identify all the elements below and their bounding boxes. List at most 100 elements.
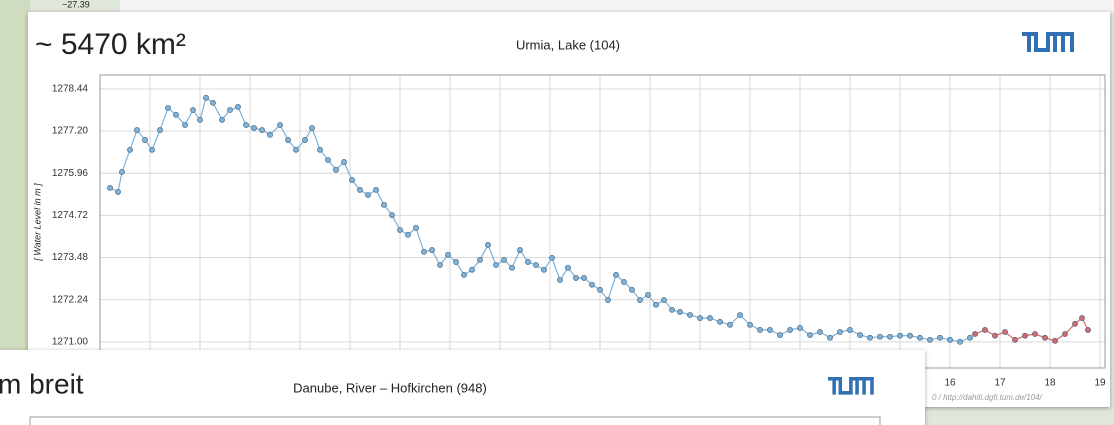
- data-point: [677, 309, 682, 314]
- data-point: [737, 312, 742, 317]
- data-point: [134, 127, 139, 132]
- y-tick-label: 1278.44: [52, 84, 89, 95]
- data-point: [317, 147, 322, 152]
- chart-title: Danube, River – Hofkirchen (948): [293, 380, 487, 395]
- data-point: [581, 275, 586, 280]
- data-point: [877, 334, 882, 339]
- data-point: [947, 337, 952, 342]
- data-point: [309, 125, 314, 130]
- data-point: [219, 117, 224, 122]
- data-point: [397, 227, 402, 232]
- data-point: [541, 267, 546, 272]
- data-point: [182, 122, 187, 127]
- data-point: [621, 279, 626, 284]
- data-point: [957, 339, 962, 344]
- data-point: [1052, 338, 1057, 343]
- data-point: [190, 107, 195, 112]
- data-point: [1022, 333, 1027, 338]
- data-point: [717, 319, 722, 324]
- data-point: [302, 137, 307, 142]
- y-tick-label: 1272.24: [52, 294, 89, 305]
- data-point: [747, 322, 752, 327]
- data-point: [907, 333, 912, 338]
- data-point: [637, 297, 642, 302]
- data-point: [777, 332, 782, 337]
- data-point: [485, 242, 490, 247]
- source: 0 / http://dahiti.dgfi.tum.de/104/: [932, 393, 1043, 402]
- y-tick-label: 1274.72: [52, 210, 89, 221]
- data-point: [727, 322, 732, 327]
- data-point: [293, 147, 298, 152]
- data-point: [613, 272, 618, 277]
- annotation: m breit: [0, 368, 84, 399]
- data-point: [210, 100, 215, 105]
- data-point: [157, 127, 162, 132]
- data-point: [887, 334, 892, 339]
- data-point: [149, 147, 154, 152]
- data-point: [557, 277, 562, 282]
- data-point: [477, 257, 482, 262]
- data-point: [421, 249, 426, 254]
- main-panel: ~ 5470 km² Urmia, Lake (104) [ Water Lev…: [28, 12, 1110, 407]
- data-point: [437, 262, 442, 267]
- data-point: [589, 282, 594, 287]
- data-point: [453, 259, 458, 264]
- data-point: [897, 333, 902, 338]
- data-point: [645, 292, 650, 297]
- data-point: [357, 187, 362, 192]
- x-tick-label: 19: [1094, 378, 1106, 389]
- data-point: [493, 262, 498, 267]
- data-point: [1012, 337, 1017, 342]
- data-point: [115, 189, 120, 194]
- data-point: [549, 255, 554, 260]
- chart-title: Urmia, Lake (104): [516, 37, 620, 52]
- background-tick: −27.39: [62, 0, 90, 9]
- data-point: [1042, 335, 1047, 340]
- data-point: [509, 265, 514, 270]
- x-tick-label: 18: [1044, 378, 1056, 389]
- data-point: [565, 265, 570, 270]
- data-point: [917, 335, 922, 340]
- data-point: [461, 272, 466, 277]
- data-point: [847, 327, 852, 332]
- data-point: [697, 315, 702, 320]
- data-point: [927, 337, 932, 342]
- data-point: [285, 137, 290, 142]
- data-point: [797, 325, 802, 330]
- data-point: [405, 232, 410, 237]
- data-point: [817, 329, 822, 334]
- data-point: [259, 127, 264, 132]
- annotation: ~ 5470 km²: [35, 28, 186, 61]
- data-point: [1072, 321, 1077, 326]
- data-point: [517, 247, 522, 252]
- data-point: [165, 105, 170, 110]
- data-point: [767, 327, 772, 332]
- data-point: [1032, 331, 1037, 336]
- y-axis-label: [ Water Level in m ]: [32, 183, 42, 262]
- data-point: [243, 122, 248, 127]
- data-point: [501, 257, 506, 262]
- data-point: [445, 252, 450, 257]
- data-point: [1002, 329, 1007, 334]
- data-point: [1062, 331, 1067, 336]
- data-point: [235, 104, 240, 109]
- x-tick-label: 16: [944, 378, 956, 389]
- data-point: [992, 333, 997, 338]
- data-point: [107, 185, 112, 190]
- data-point: [573, 275, 578, 280]
- data-point: [757, 327, 762, 332]
- data-point: [429, 247, 434, 252]
- page: {"chart_data": [ {"type": "line", "title…: [0, 0, 1114, 425]
- data-point: [251, 125, 256, 130]
- data-point: [227, 107, 232, 112]
- data-point: [341, 159, 346, 164]
- data-point: [142, 137, 147, 142]
- data-point: [373, 187, 378, 192]
- data-point: [787, 327, 792, 332]
- second-panel: m breit Danube, River – Hofkirchen (948): [0, 350, 925, 425]
- data-point: [333, 167, 338, 172]
- data-point: [982, 327, 987, 332]
- data-point: [389, 212, 394, 217]
- data-point: [967, 335, 972, 340]
- data-point: [127, 147, 132, 152]
